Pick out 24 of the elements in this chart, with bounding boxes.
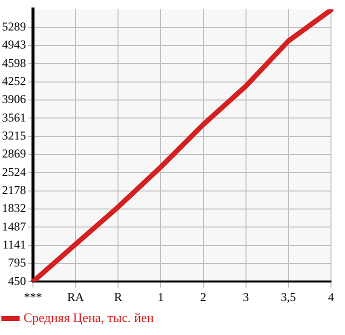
- y-tick-label: 4252: [2, 74, 26, 88]
- y-tick-label: 5289: [2, 19, 26, 34]
- x-tick-label: 2: [200, 290, 206, 304]
- y-tick-label: 4943: [2, 38, 26, 52]
- y-tick-label: 2869: [2, 146, 26, 161]
- y-tick-label: 795: [8, 256, 26, 270]
- y-tick-label: 2524: [2, 164, 26, 179]
- x-tick-label: 3,5: [280, 290, 296, 304]
- x-tick-label: R: [114, 290, 122, 304]
- legend-label: Средняя Цена, тыс. йен: [24, 310, 154, 325]
- y-tick-label: 3906: [2, 92, 26, 106]
- y-tick-label: 1487: [2, 219, 26, 234]
- y-tick-label: 3561: [2, 110, 26, 124]
- x-tick-label: 3: [242, 290, 249, 304]
- y-tick-label: 3215: [2, 128, 26, 142]
- x-tick-label: RA: [67, 290, 84, 304]
- x-tick-label: ***: [24, 290, 42, 304]
- y-tick-label: 4598: [2, 56, 26, 70]
- x-tick-label: 1: [158, 290, 164, 304]
- y-tick-label: 450: [8, 274, 26, 288]
- y-tick-label: 1832: [2, 201, 26, 216]
- y-tick-label: 1141: [2, 237, 26, 252]
- x-tick-label: 4: [328, 290, 334, 304]
- y-tick-label: 2178: [2, 182, 26, 197]
